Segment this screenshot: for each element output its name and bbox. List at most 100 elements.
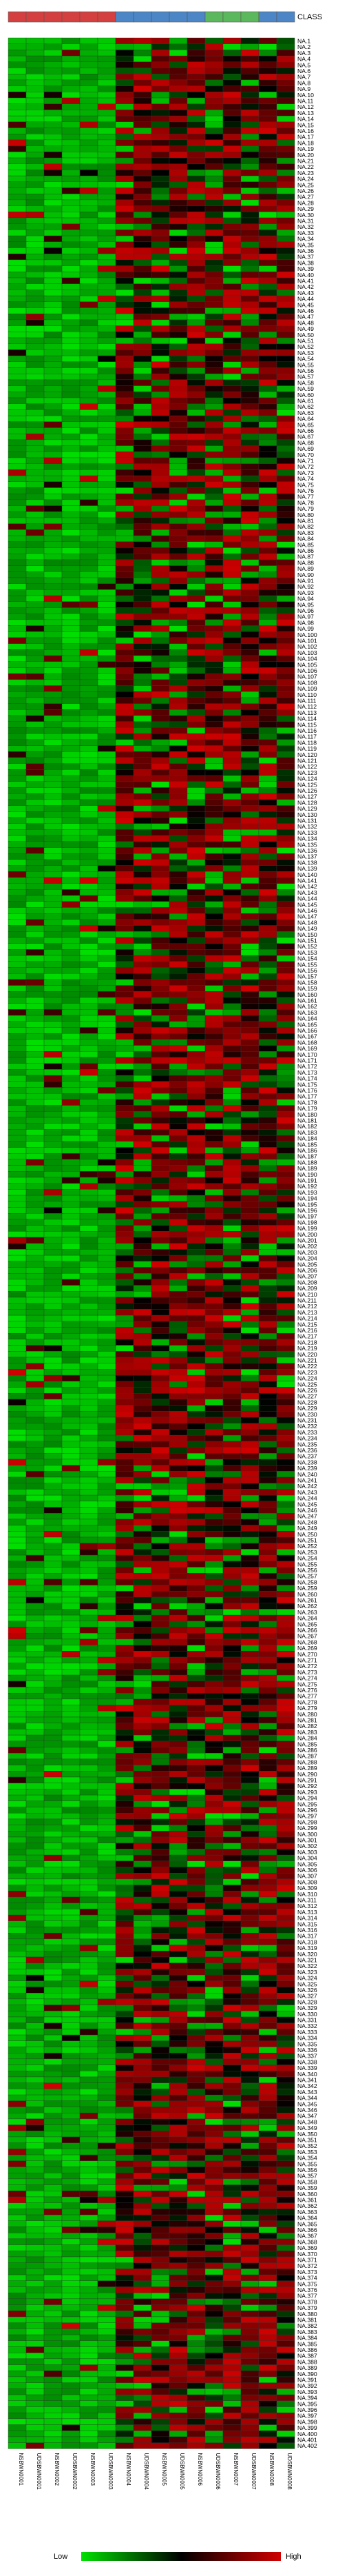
heatmap-cell [151, 937, 169, 944]
heatmap-cell [26, 1321, 44, 1328]
heatmap-cell [259, 1867, 277, 1874]
heatmap-cell [241, 1033, 259, 1039]
heatmap-cell [44, 368, 62, 374]
heatmap-cell [223, 212, 241, 218]
heatmap-cell [134, 1573, 151, 1579]
heatmap-cell [169, 638, 187, 644]
heatmap-cell [26, 1286, 44, 1292]
heatmap-cell [259, 1009, 277, 1015]
heatmap-cell [44, 613, 62, 620]
heatmap-cell [62, 902, 80, 908]
heatmap-cell [80, 524, 98, 530]
heatmap-cell [44, 1513, 62, 1519]
heatmap-cell [80, 1603, 98, 1610]
heatmap-cell [205, 680, 223, 686]
heatmap-cell [8, 860, 26, 866]
heatmap-cell [277, 194, 295, 200]
heatmap-cell [98, 1357, 116, 1363]
heatmap-cell [134, 1825, 151, 1832]
heatmap-cell [98, 409, 116, 416]
heatmap-cell [26, 1159, 44, 1166]
heatmap-cell [241, 92, 259, 98]
heatmap-cell [259, 1381, 277, 1388]
heatmap-cell [277, 1226, 295, 1232]
heatmap-cell [8, 1669, 26, 1675]
heatmap-cell [26, 997, 44, 1004]
heatmap-cell [241, 728, 259, 734]
heatmap-cell [205, 1135, 223, 1142]
heatmap-cell [26, 422, 44, 428]
heatmap-cell [187, 926, 205, 932]
heatmap-cell [44, 1489, 62, 1495]
heatmap-cell [8, 1117, 26, 1124]
heatmap-cell [134, 368, 151, 374]
heatmap-cell [187, 266, 205, 272]
heatmap-cell [44, 769, 62, 775]
heatmap-cell [277, 649, 295, 656]
heatmap-cell [277, 806, 295, 812]
heatmap-cell [187, 980, 205, 986]
heatmap-cell [205, 758, 223, 764]
heatmap-cell [98, 944, 116, 950]
heatmap-cell [98, 1388, 116, 1394]
heatmap-cell [259, 224, 277, 230]
heatmap-cell [259, 764, 277, 770]
heatmap-cell [187, 788, 205, 794]
heatmap-cell [277, 1621, 295, 1627]
heatmap-cell [277, 1777, 295, 1783]
heatmap-cell [277, 1501, 295, 1508]
heatmap-cell [134, 1406, 151, 1412]
heatmap-cell [62, 302, 80, 308]
heatmap-cell [241, 236, 259, 242]
heatmap-cell [223, 920, 241, 926]
heatmap-cell [26, 818, 44, 824]
heatmap-cell [205, 518, 223, 524]
heatmap-cell [80, 913, 98, 920]
heatmap-cell [8, 602, 26, 608]
heatmap-cell [116, 296, 134, 302]
heatmap-cell [169, 1729, 187, 1735]
heatmap-cell [44, 296, 62, 302]
heatmap-cell [259, 1609, 277, 1615]
heatmap-cell [98, 1897, 116, 1903]
heatmap-cell [44, 476, 62, 482]
heatmap-cell [169, 1219, 187, 1226]
heatmap-cell [151, 1075, 169, 1082]
heatmap-cell [277, 878, 295, 884]
heatmap-cell [8, 1543, 26, 1550]
heatmap-cell [151, 380, 169, 386]
heatmap-cell [62, 991, 80, 997]
heatmap-cell [205, 775, 223, 782]
heatmap-cell [205, 1441, 223, 1448]
heatmap-cell [62, 866, 80, 872]
heatmap-cell [26, 1328, 44, 1334]
heatmap-cell [259, 716, 277, 722]
heatmap-cell [80, 1082, 98, 1088]
heatmap-cell [259, 889, 277, 895]
heatmap-cell [151, 1531, 169, 1537]
heatmap-cell [8, 1783, 26, 1789]
heatmap-cell [187, 991, 205, 997]
heatmap-cell [26, 320, 44, 326]
heatmap-cell [241, 1009, 259, 1015]
heatmap-cell [80, 206, 98, 212]
heatmap-cell [259, 884, 277, 890]
heatmap-cell [80, 1466, 98, 1472]
heatmap-cell [8, 1297, 26, 1304]
heatmap-cell [44, 1777, 62, 1783]
heatmap-cell [116, 1897, 134, 1903]
heatmap-cell [134, 1351, 151, 1357]
heatmap-cell [187, 404, 205, 410]
heatmap-cell [277, 1039, 295, 1046]
heatmap-cell [80, 1339, 98, 1346]
heatmap-cell [80, 314, 98, 320]
heatmap-cell [62, 74, 80, 80]
heatmap-cell [223, 302, 241, 308]
heatmap-cell [8, 1429, 26, 1435]
heatmap-cell [134, 1033, 151, 1039]
heatmap-cell [62, 1268, 80, 1274]
heatmap-cell [26, 188, 44, 194]
heatmap-cell [223, 889, 241, 895]
heatmap-cell [151, 1501, 169, 1508]
heatmap-cell [62, 878, 80, 884]
